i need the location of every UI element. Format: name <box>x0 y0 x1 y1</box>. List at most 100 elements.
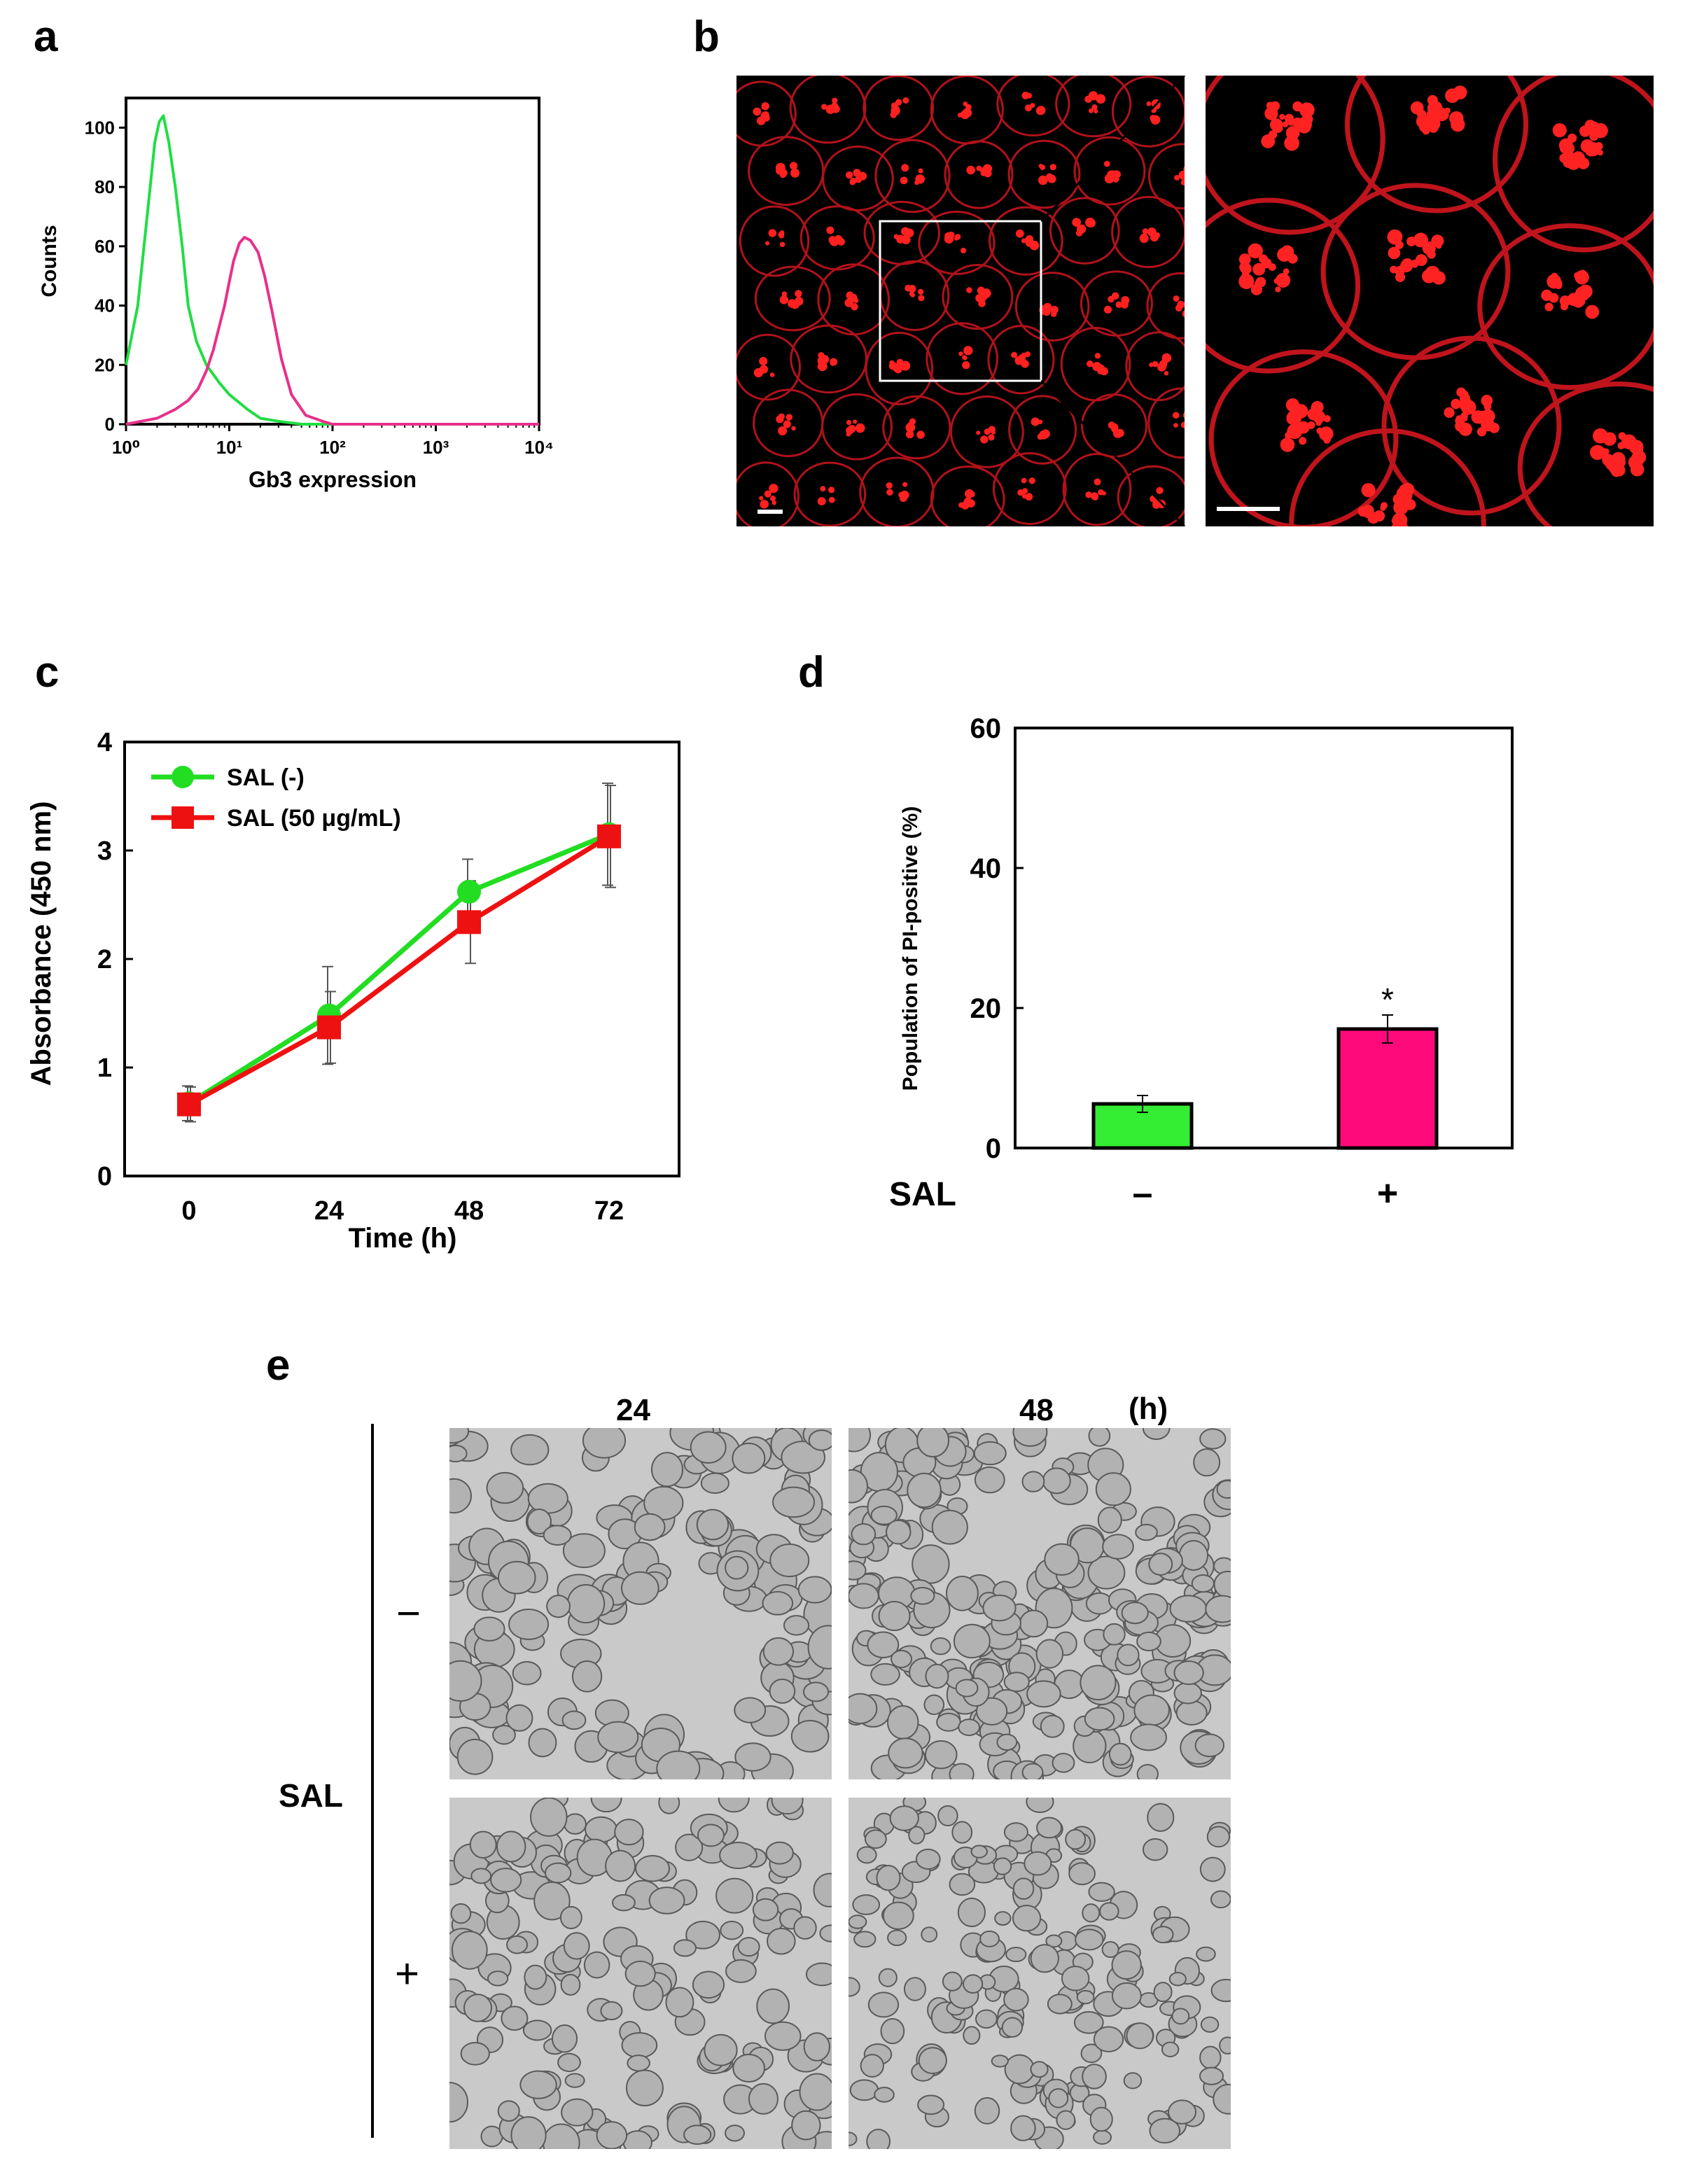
gb3-puncta <box>849 178 857 185</box>
cell <box>1097 1506 1122 1534</box>
gb3-puncta <box>1594 141 1603 150</box>
gb3-puncta <box>1393 500 1409 515</box>
gb3-puncta <box>900 490 909 500</box>
cell <box>1012 1905 1042 1932</box>
gb3-puncta <box>1011 351 1017 358</box>
gb3-puncta <box>958 351 963 356</box>
cell <box>1021 1763 1044 1779</box>
cell <box>762 1590 794 1616</box>
cell <box>1200 2016 1220 2033</box>
gb3-puncta <box>1286 410 1302 426</box>
y-tick-label: 20 <box>95 354 115 375</box>
gb3-puncta <box>1024 236 1033 244</box>
gb3-puncta <box>1544 302 1553 312</box>
gb3-puncta <box>783 420 791 428</box>
cell <box>732 2053 766 2083</box>
brightfield-cells <box>449 1428 832 1779</box>
gb3-puncta <box>1045 173 1054 181</box>
cell <box>1149 2118 1181 2144</box>
cell-membrane <box>1208 349 1399 526</box>
cell <box>1021 1471 1045 1492</box>
cell-membrane <box>1111 76 1185 148</box>
cell <box>451 1931 488 1970</box>
cell <box>888 1737 923 1769</box>
gb3-puncta <box>966 165 975 175</box>
cell <box>643 1485 684 1520</box>
gb3-puncta <box>1476 410 1490 425</box>
cell-membrane <box>1147 387 1185 459</box>
gb3-puncta <box>890 111 898 118</box>
cell <box>767 1927 796 1955</box>
gb3-puncta <box>1172 412 1180 419</box>
y-axis-label: Counts <box>38 225 61 297</box>
gb3-puncta <box>1139 234 1149 244</box>
cell <box>803 2032 830 2062</box>
cell <box>970 1844 988 1858</box>
cell <box>1048 2088 1069 2108</box>
gb3-puncta <box>776 415 784 424</box>
cell <box>563 1932 590 1960</box>
cell <box>1082 2064 1107 2090</box>
gb3-puncta <box>916 430 925 439</box>
cell <box>720 1920 744 1940</box>
gb3-puncta <box>961 501 970 510</box>
cell <box>867 1991 900 2018</box>
cell <box>1019 1609 1049 1638</box>
cell <box>870 1505 898 1525</box>
cell-membrane <box>1117 465 1185 526</box>
cell <box>557 2052 581 2073</box>
cell <box>704 2033 738 2066</box>
x-tick-label: 10⁴ <box>524 437 554 458</box>
gb3-puncta <box>1602 448 1609 455</box>
cell <box>974 1466 1005 1494</box>
gb3-puncta <box>1453 85 1467 99</box>
gb3-puncta <box>837 238 845 246</box>
cell <box>994 1911 1012 1926</box>
cell <box>524 1964 547 1990</box>
y-tick-label: 100 <box>85 117 115 138</box>
gb3-puncta <box>1399 487 1407 495</box>
gb3-puncta <box>1025 493 1033 501</box>
cell-membrane <box>882 395 951 460</box>
gb3-puncta <box>1091 492 1099 500</box>
cell <box>963 2026 981 2045</box>
x-tick-label: 10³ <box>423 437 449 458</box>
cell <box>1047 1994 1073 2015</box>
gb3-puncta <box>1182 172 1185 178</box>
gb3-puncta <box>1120 300 1129 309</box>
cell-membrane <box>926 322 998 396</box>
cell <box>449 1444 468 1463</box>
gb3-puncta <box>846 297 854 305</box>
cell <box>527 1483 568 1514</box>
y-tick-label: 0 <box>97 1162 112 1191</box>
gb3-puncta <box>1142 228 1149 234</box>
cell <box>449 1428 470 1444</box>
gb3-puncta <box>1299 102 1315 118</box>
gb3-puncta <box>1458 422 1472 436</box>
gb3-puncta <box>1031 418 1040 426</box>
cell-membrane <box>1477 223 1654 390</box>
gb3-puncta <box>1387 229 1403 245</box>
cell <box>544 1862 572 1884</box>
cell <box>1099 1902 1119 1921</box>
cell <box>564 2073 585 2088</box>
brightfield-image-minus-48h <box>849 1428 1231 1779</box>
gb3-puncta <box>821 104 827 110</box>
y-tick-label: 20 <box>970 993 1002 1024</box>
gb3-puncta <box>1024 351 1031 358</box>
gb3-puncta <box>1152 360 1159 368</box>
brightfield-image-plus-48h <box>849 1798 1231 2149</box>
cell <box>849 2132 858 2147</box>
gb3-puncta <box>756 116 766 125</box>
gb3-puncta <box>1087 360 1094 368</box>
cell <box>1080 2043 1103 2064</box>
gb3-puncta <box>1589 132 1599 141</box>
cell <box>597 1721 639 1754</box>
cell <box>876 1865 901 1891</box>
cell <box>596 2121 628 2149</box>
cell <box>1065 1828 1087 1850</box>
cell <box>886 1519 912 1545</box>
flow-histogram-chart: 0 20 40 60 80 100 10⁰ 10¹ 10² 10³ 10⁴ Counts Gb3 … <box>38 97 554 492</box>
cell-membrane <box>992 452 1067 525</box>
cell <box>1199 1856 1226 1882</box>
